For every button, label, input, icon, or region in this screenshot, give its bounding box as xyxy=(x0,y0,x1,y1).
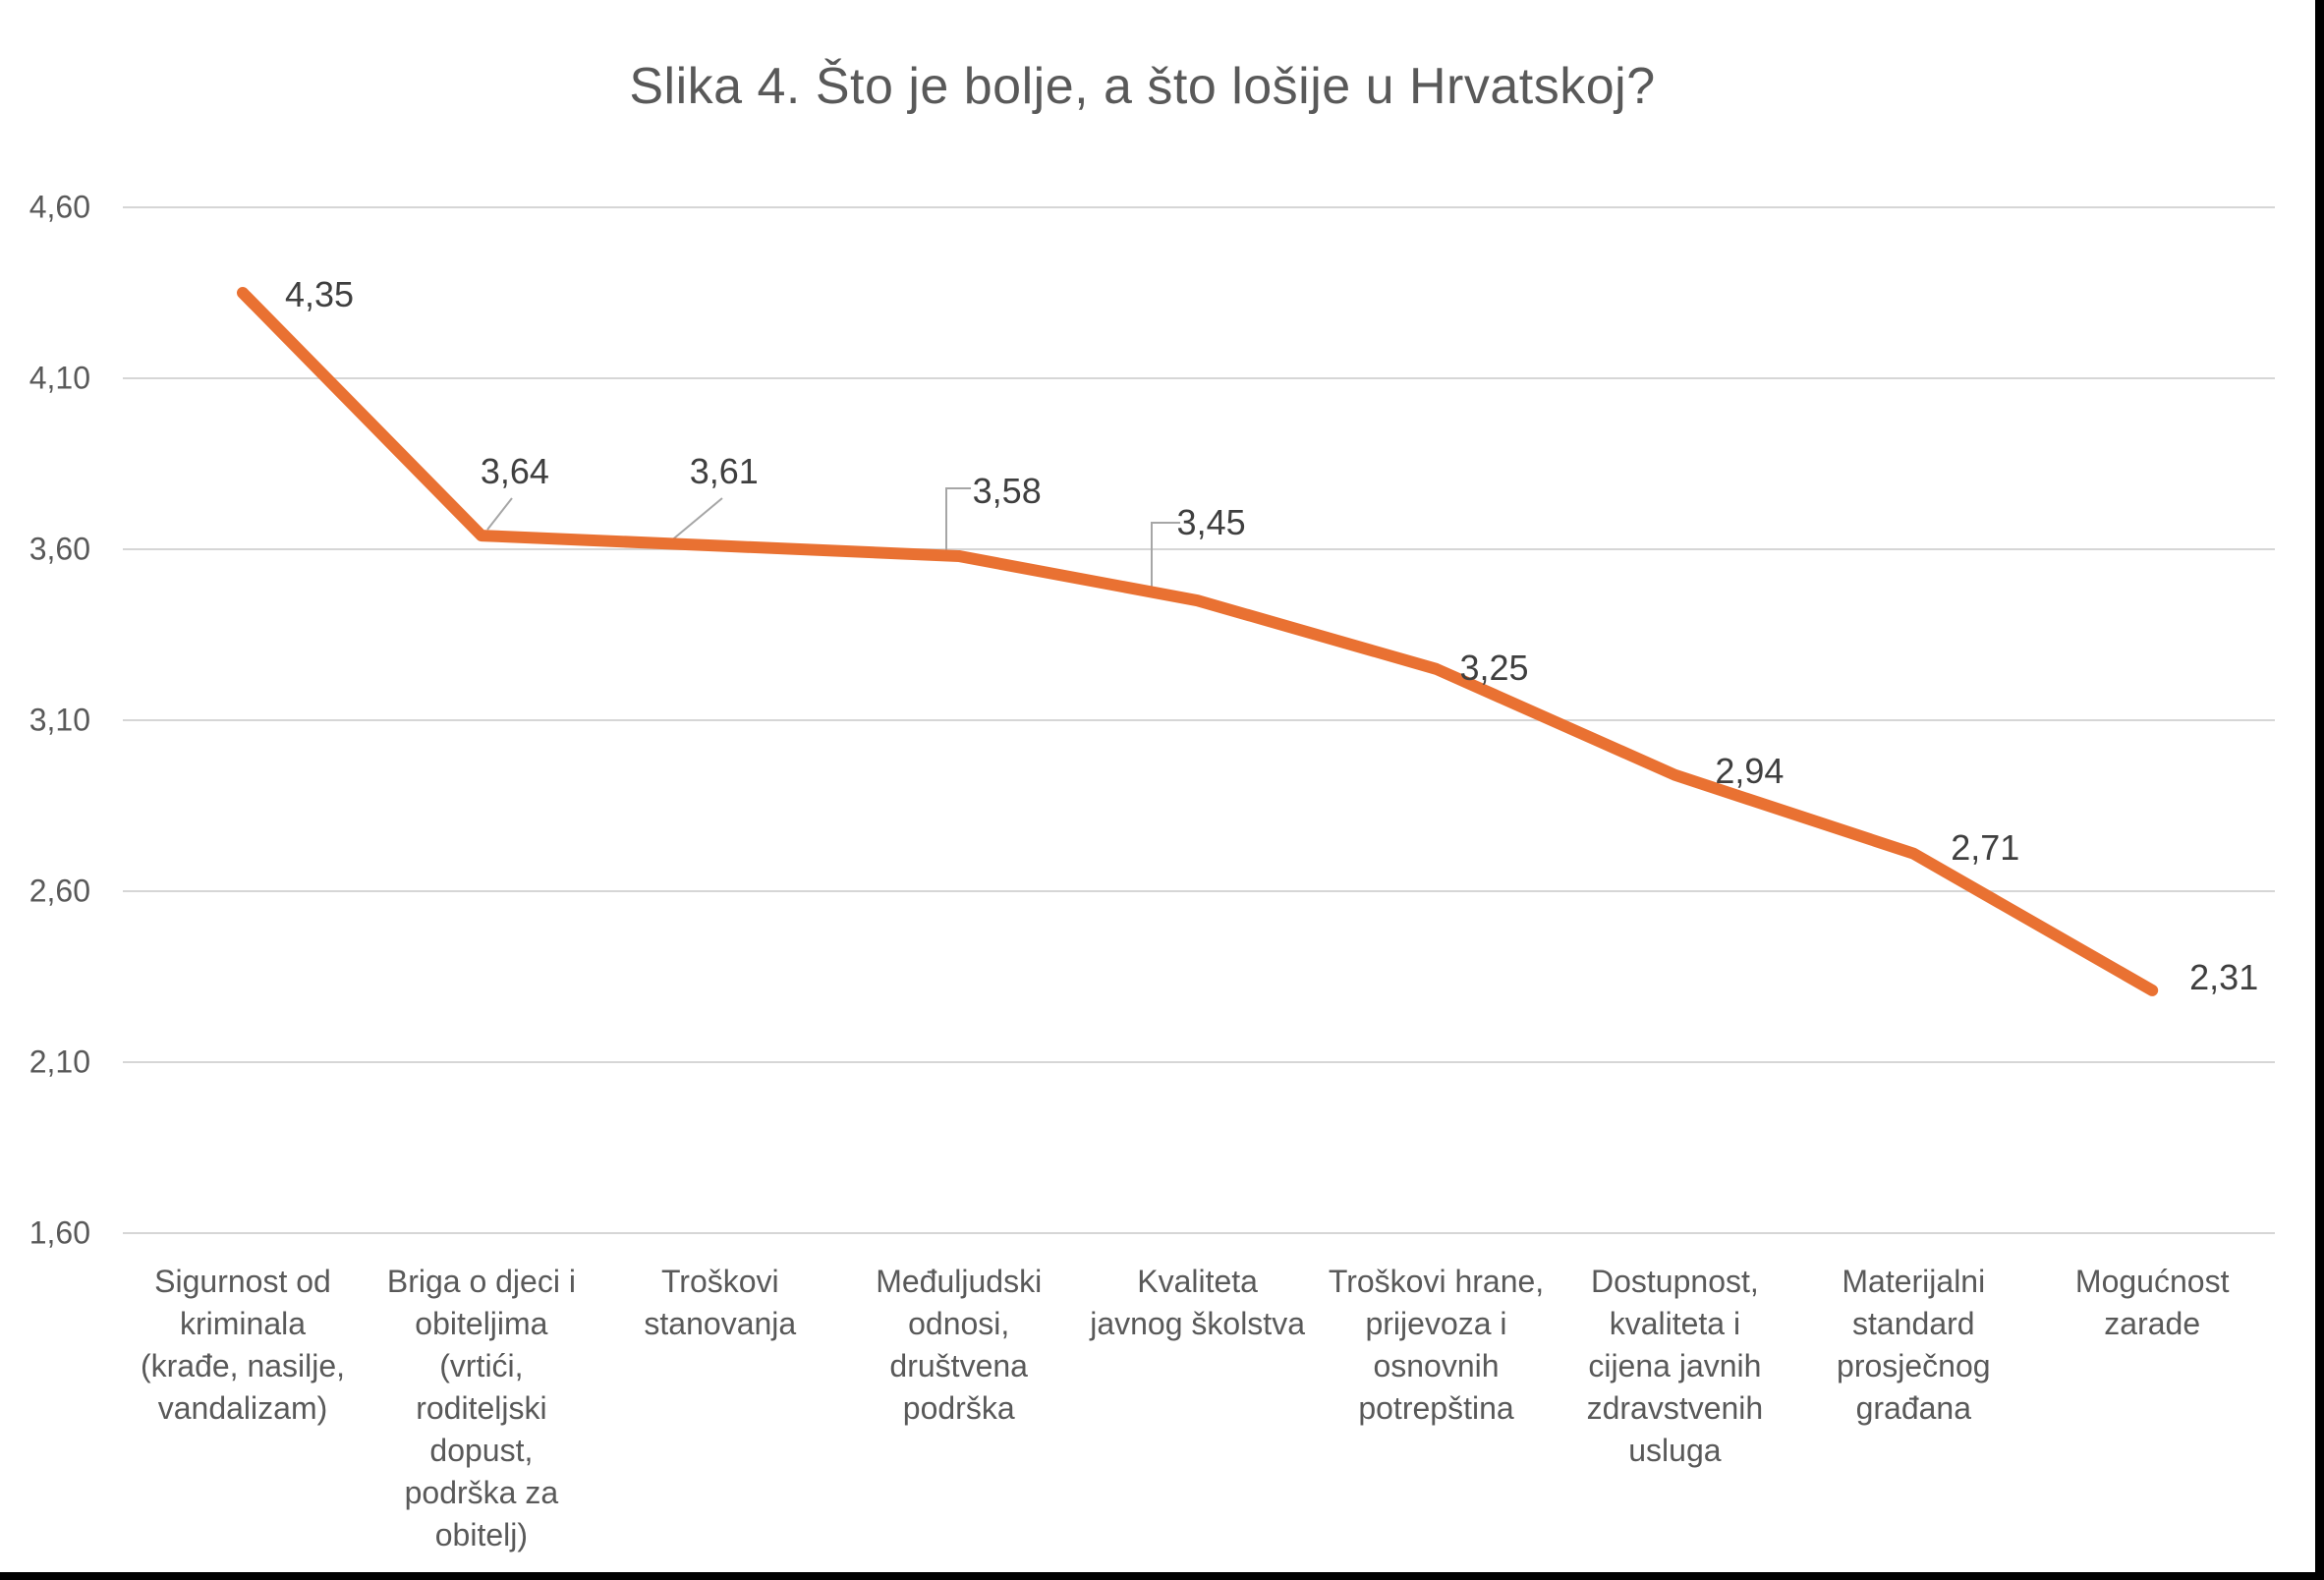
y-axis-tick-label: 2,60 xyxy=(28,873,90,909)
data-label: 2,31 xyxy=(2189,956,2259,997)
data-label: 2,71 xyxy=(1951,826,2020,868)
data-label: 2,94 xyxy=(1715,750,1785,791)
x-axis-category-label: Troškovi hrane, prijevoza i osnovnih pot… xyxy=(1328,1264,1545,1426)
data-label: 3,61 xyxy=(689,450,759,491)
x-axis-category-label: Materijalni standard prosječnog građana xyxy=(1837,1264,1991,1426)
x-axis-category-label: Sigurnost od kriminala (krađe, nasilje, … xyxy=(140,1264,346,1426)
screen-edge-bottom xyxy=(0,1572,2324,1580)
x-axis-category-label: Troškovi stanovanja xyxy=(644,1264,797,1341)
series-line xyxy=(237,287,2159,996)
data-label: 3,58 xyxy=(972,470,1042,511)
y-axis-tick-label: 1,60 xyxy=(28,1214,90,1251)
data-label-leader-line xyxy=(945,487,971,552)
data-label: 3,45 xyxy=(1176,502,1246,543)
data-label: 3,25 xyxy=(1459,647,1529,688)
y-axis-tick-label: 4,60 xyxy=(28,189,90,225)
x-axis-category-label: Dostupnost, kvaliteta i cijena javnih zd… xyxy=(1586,1264,1764,1468)
y-axis-tick-label: 4,10 xyxy=(28,360,90,396)
x-axis-category-label: Kvaliteta javnog školstva xyxy=(1090,1264,1305,1341)
data-label-leader-line xyxy=(1151,522,1180,592)
x-axis-category-label: Međuljudski odnosi, društvena podrška xyxy=(876,1264,1043,1426)
data-label: 3,64 xyxy=(480,451,549,492)
data-label-leader-line xyxy=(486,497,513,531)
x-axis-category-label: Briga o djeci i obiteljima (vrtići, rodi… xyxy=(386,1264,576,1552)
screen-edge-right xyxy=(2315,0,2324,1580)
x-axis-category-label: Mogućnost zarade xyxy=(2074,1264,2230,1341)
y-axis-tick-label: 3,10 xyxy=(28,702,90,738)
data-label: 4,35 xyxy=(284,274,355,314)
y-axis-tick-label: 2,10 xyxy=(28,1044,90,1080)
y-axis-tick-label: 3,60 xyxy=(28,531,90,567)
data-label-leader-line xyxy=(668,497,723,543)
chart-title: Slika 4. Što je bolje, a što lošije u Hr… xyxy=(629,58,1656,115)
